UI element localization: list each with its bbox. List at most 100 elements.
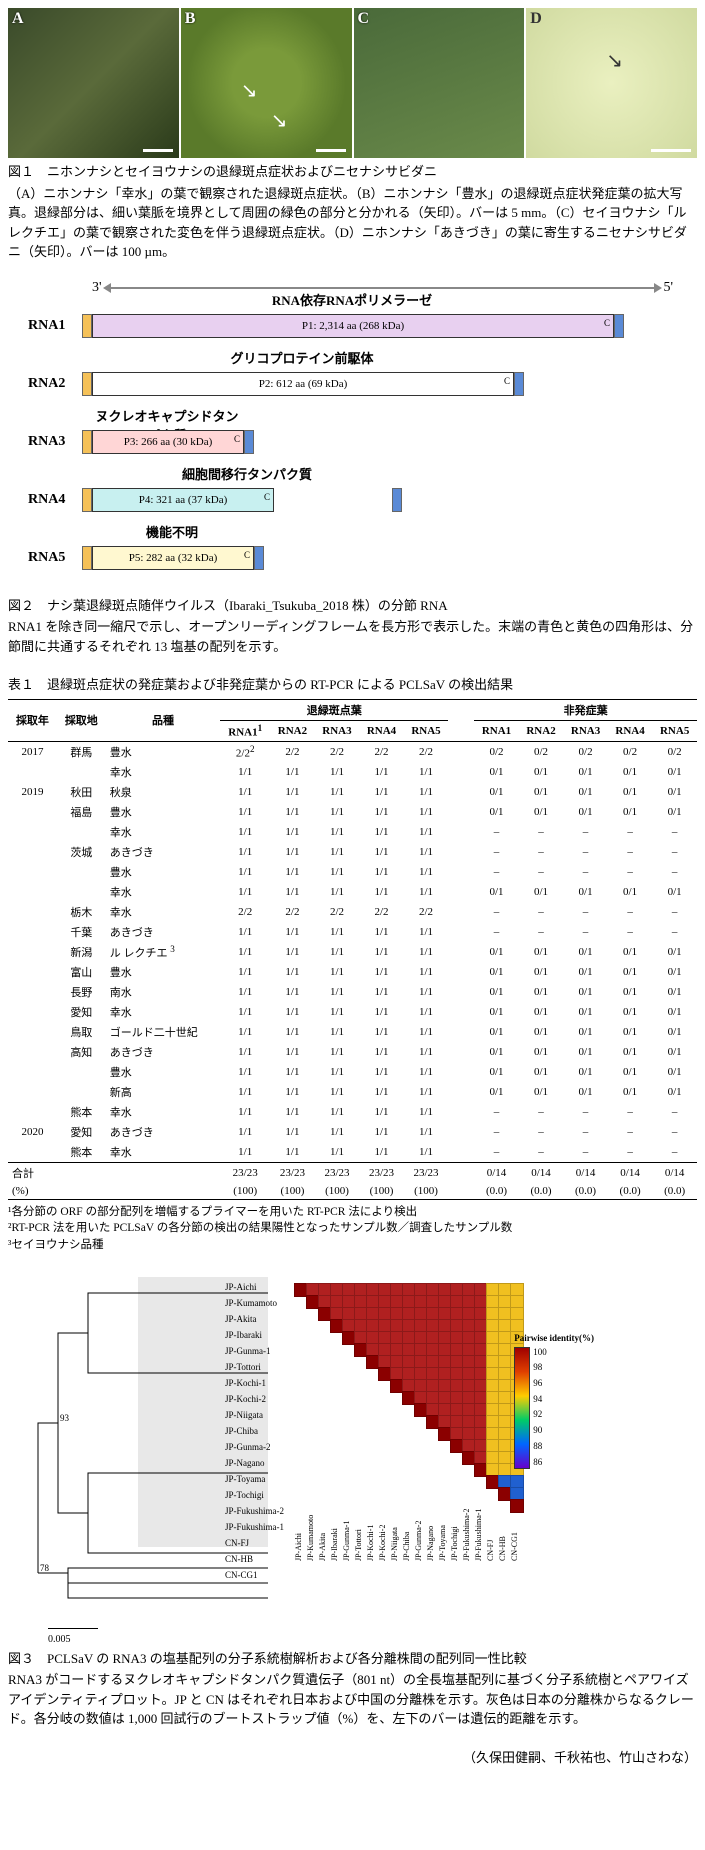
fig3-title: 図３ PCLSaV の RNA3 の塩基配列の分子系統樹解析および各分離株間の配… bbox=[8, 1649, 697, 1669]
scalebar-value: 0.005 bbox=[48, 1634, 71, 1645]
table-row: 2019秋田秋泉1/11/11/11/11/10/10/10/10/10/1 bbox=[8, 782, 697, 802]
rna-name: RNA3 bbox=[28, 434, 82, 450]
heatmap-xlabel: JP-Aichi bbox=[294, 1549, 303, 1561]
footnote: ¹各分節の ORF の部分配列を増幅するプライマーを用いた RT-PCR 法によ… bbox=[8, 1204, 697, 1220]
authors: （久保田健嗣、千秋祐也、竹山さわな） bbox=[8, 1747, 697, 1766]
rna-name: RNA2 bbox=[28, 376, 82, 392]
taxon-label: JP-Kochi-2 bbox=[225, 1391, 284, 1407]
orf-box: P3: 266 aa (30 kDa) bbox=[92, 430, 244, 454]
rna-col-header: RNA2 bbox=[270, 721, 315, 742]
taxon-label: JP-Gunma-2 bbox=[225, 1439, 284, 1455]
bootstrap: 93 bbox=[60, 1413, 70, 1423]
rna-track: グリコプロテイン前駆体 N P2: 612 aa (69 kDa) C bbox=[82, 364, 677, 404]
heatmap-xlabel: JP-Kochi-1 bbox=[366, 1549, 375, 1561]
fig1-panels: A B ↘ ↘ C D ↘ bbox=[8, 8, 697, 158]
rna-protein-title: 細胞間移行タンパク質 bbox=[92, 464, 402, 483]
table-row: 2017群馬豊水2/222/22/22/22/20/20/20/20/20/2 bbox=[8, 741, 697, 762]
rna-row: RNA1 RNA依存RNAポリメラーゼ N P1: 2,314 aa (268 … bbox=[28, 306, 677, 346]
scale-bar bbox=[143, 149, 173, 152]
heatmap-xlabel: CN-CG1 bbox=[510, 1549, 519, 1561]
taxon-label: JP-Kumamoto bbox=[225, 1295, 284, 1311]
arrow-icon: ↘ bbox=[606, 48, 623, 73]
c-terminus: C bbox=[604, 318, 610, 328]
panel-label: A bbox=[12, 10, 24, 28]
taxon-label: JP-Toyama bbox=[225, 1471, 284, 1487]
table-row: 千葉あきづき1/11/11/11/11/1––––– bbox=[8, 922, 697, 942]
heatmap-xlabel: JP-Nagano bbox=[426, 1549, 435, 1561]
legend-tick: 86 bbox=[533, 1457, 547, 1467]
col-year: 採取年 bbox=[8, 700, 57, 742]
heatmap-xlabel: JP-Fukushima-1 bbox=[474, 1549, 483, 1561]
fig1-panel-b: B ↘ ↘ bbox=[181, 8, 352, 158]
orf-box: P4: 321 aa (37 kDa) bbox=[92, 488, 274, 512]
rna-col-header: RNA4 bbox=[359, 721, 404, 742]
fig1-caption-text: （A）ニホンナシ「幸水」の葉で観察された退緑斑点症状。（B）ニホンナシ「豊水」の… bbox=[8, 184, 697, 262]
rna-col-header: RNA5 bbox=[404, 721, 449, 742]
table-row: 幸水1/11/11/11/11/10/10/10/10/10/1 bbox=[8, 762, 697, 782]
rna-col-header: RNA1 bbox=[474, 721, 519, 742]
table-row: 2020愛知あきづき1/11/11/11/11/1––––– bbox=[8, 1122, 697, 1142]
fig1-title: 図１ ニホンナシとセイヨウナシの退緑斑点症状およびニセナシサビダニ bbox=[8, 162, 697, 182]
rna-row: RNA3 ヌクレオキャプシドタンパク質 N P3: 266 aa (30 kDa… bbox=[28, 422, 677, 462]
taxon-label: CN-HB bbox=[225, 1551, 284, 1567]
table-row: 豊水1/11/11/11/11/10/10/10/10/10/1 bbox=[8, 1062, 697, 1082]
rna-name: RNA1 bbox=[28, 318, 82, 334]
heatmap-xlabel: JP-Gunma-1 bbox=[342, 1549, 351, 1561]
rna-name: RNA5 bbox=[28, 550, 82, 566]
taxon-label: JP-Gunma-1 bbox=[225, 1343, 284, 1359]
table-row: 福島豊水1/11/11/11/11/10/10/10/10/10/1 bbox=[8, 802, 697, 822]
rna-col-header: RNA11 bbox=[220, 721, 270, 742]
taxon-label: JP-Kochi-1 bbox=[225, 1375, 284, 1391]
rna-track: RNA依存RNAポリメラーゼ N P1: 2,314 aa (268 kDa) … bbox=[82, 306, 677, 346]
segment-end-yellow bbox=[82, 314, 92, 338]
taxon-label: JP-Niigata bbox=[225, 1407, 284, 1423]
rna-row: RNA5 機能不明 N P5: 282 aa (32 kDa) C bbox=[28, 538, 677, 578]
fig2-caption: 図２ ナシ葉退緑斑点随伴ウイルス（Ibaraki_Tsukuba_2018 株）… bbox=[8, 596, 697, 657]
legend-tick: 98 bbox=[533, 1362, 547, 1372]
taxon-label: CN-FJ bbox=[225, 1535, 284, 1551]
heatmap-xlabels: JP-AichiJP-KumamotoJP-AkitaJP-IbarakiJP-… bbox=[294, 1531, 522, 1540]
table-row: 熊本幸水1/11/11/11/11/1––––– bbox=[8, 1142, 697, 1163]
grp-asymptomatic: 非発症葉 bbox=[474, 700, 697, 721]
taxon-label: CN-CG1 bbox=[225, 1567, 284, 1583]
heatmap-xlabel: CN-HB bbox=[498, 1549, 507, 1561]
panel-label: C bbox=[358, 10, 370, 28]
table-row: 栃木幸水2/22/22/22/22/2––––– bbox=[8, 902, 697, 922]
footnote: ³セイヨウナシ品種 bbox=[8, 1237, 697, 1253]
rna-col-header: RNA5 bbox=[652, 721, 697, 742]
legend-tick: 92 bbox=[533, 1409, 547, 1419]
heatmap-xlabel: JP-Toyama bbox=[438, 1549, 447, 1561]
rna-col-header: RNA3 bbox=[563, 721, 608, 742]
table-row: 熊本幸水1/11/11/11/11/1––––– bbox=[8, 1102, 697, 1122]
axis-line bbox=[106, 287, 660, 289]
scale-bar bbox=[651, 149, 691, 152]
taxon-label: JP-Chiba bbox=[225, 1423, 284, 1439]
rna-protein-title: グリコプロテイン前駆体 bbox=[92, 348, 512, 367]
fig2-caption-text: RNA1 を除き同一縮尺で示し、オープンリーディングフレームを長方形で表示した。… bbox=[8, 617, 697, 656]
col-cultivar: 品種 bbox=[106, 700, 220, 742]
table-total-row: 合計23/2323/2323/2323/2323/230/140/140/140… bbox=[8, 1163, 697, 1184]
panel-label: D bbox=[530, 10, 542, 28]
orf-box: P5: 282 aa (32 kDa) bbox=[92, 546, 254, 570]
taxon-label: JP-Nagano bbox=[225, 1455, 284, 1471]
grp-symptomatic: 退緑斑点葉 bbox=[220, 700, 448, 721]
col-loc: 採取地 bbox=[57, 700, 106, 742]
legend-title: Pairwise identity(%) bbox=[514, 1333, 594, 1343]
fig2: 3' 5' RNA1 RNA依存RNAポリメラーゼ N P1: 2,314 aa… bbox=[28, 280, 677, 578]
taxon-label: JP-Tottori bbox=[225, 1359, 284, 1375]
heatmap-xlabel: JP-Niigata bbox=[390, 1549, 399, 1561]
segment-end-yellow bbox=[82, 546, 92, 570]
taxon-label: JP-Fukushima-1 bbox=[225, 1519, 284, 1535]
table1: 採取年 採取地 品種 退緑斑点葉 非発症葉 RNA11RNA2RNA3RNA4R… bbox=[8, 699, 697, 1200]
segment-end-blue bbox=[614, 314, 624, 338]
rna-col-header: RNA4 bbox=[608, 721, 653, 742]
legend-colorbar bbox=[514, 1347, 530, 1469]
taxon-label: JP-Ibaraki bbox=[225, 1327, 284, 1343]
table1-title: 表１ 退緑斑点症状の発症葉および非発症葉からの RT-PCR による PCLSa… bbox=[8, 674, 697, 693]
rna-col-header: RNA3 bbox=[315, 721, 360, 742]
fig3-tree: 93 78 JP-AichiJP-KumamotoJP-AkitaJP-Ibar… bbox=[18, 1273, 278, 1645]
rna-name: RNA4 bbox=[28, 492, 82, 508]
table-row: 高知あきづき1/11/11/11/11/10/10/10/10/10/1 bbox=[8, 1042, 697, 1062]
legend-tick: 90 bbox=[533, 1425, 547, 1435]
table-row: 長野南水1/11/11/11/11/10/10/10/10/10/1 bbox=[8, 982, 697, 1002]
